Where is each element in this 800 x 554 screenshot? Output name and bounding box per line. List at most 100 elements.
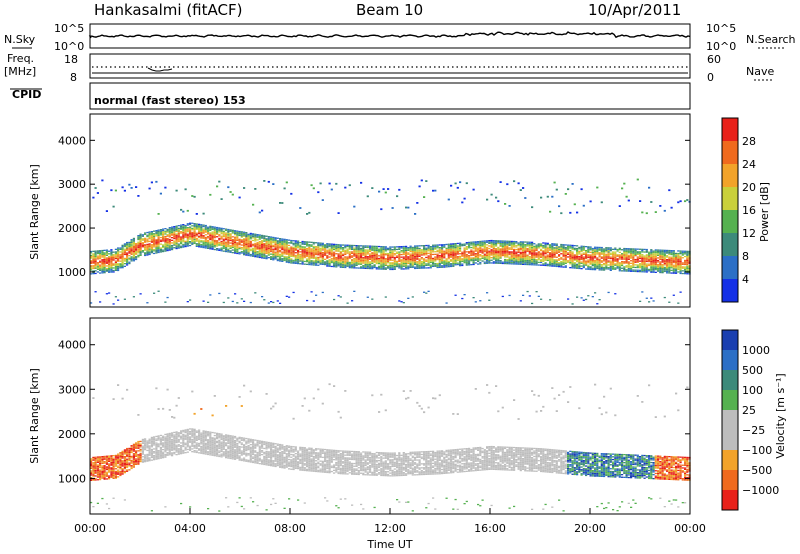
power-cell-645 [180, 243, 183, 245]
power-cell-405 [146, 243, 149, 246]
power-cell-1580 [306, 243, 309, 246]
power-cell-542 [164, 231, 167, 234]
power-cell-4030 [645, 255, 648, 257]
velocity-cell-311 [130, 445, 133, 447]
power-cell-3187 [526, 249, 529, 251]
power-cell-1852 [344, 264, 347, 266]
power-cell-3197 [528, 260, 531, 262]
power-cell-1546 [301, 251, 304, 253]
velocity-cell-251 [123, 470, 126, 472]
power-cell-2572 [443, 261, 446, 263]
power-cell-1136 [247, 250, 250, 253]
power-cell-2997 [501, 244, 504, 246]
power-cell-1619 [310, 291, 313, 293]
power-cell-2298 [405, 259, 408, 261]
power-cell-4154 [661, 250, 664, 253]
power-cell-1753 [330, 257, 333, 260]
power-cell-2016 [366, 266, 369, 268]
power-cell-3146 [522, 255, 525, 258]
power-cell-3933 [632, 257, 635, 259]
power-cell-2248 [398, 257, 401, 260]
power-cell-2883 [486, 241, 489, 243]
power-cell-1694 [321, 254, 324, 256]
power-cell-3112 [517, 254, 520, 256]
power-cell-959 [222, 238, 225, 240]
power-cell-3064 [510, 251, 513, 253]
power-cell-223 [119, 247, 122, 249]
power-cell-409 [146, 235, 149, 238]
power-cell-346 [137, 245, 140, 247]
power-cell-486 [157, 243, 160, 246]
power-cell-3868 [623, 254, 626, 256]
power-cell-1885 [348, 263, 351, 265]
power-cell-2503 [432, 247, 435, 249]
power-cell-3730 [603, 266, 606, 269]
power-cell-2975 [499, 254, 502, 257]
power-cell-904 [213, 226, 216, 228]
power-cell-255 [123, 243, 126, 245]
power-cell-1043 [234, 238, 237, 240]
power-cell-3251 [535, 260, 538, 262]
power-cell-3552 [578, 263, 581, 266]
power-cell-1906 [351, 255, 354, 257]
power-cell-2817 [477, 250, 480, 252]
power-cell-1719 [326, 264, 329, 266]
power-cell-1899 [351, 265, 354, 268]
power-cell-1520 [297, 243, 300, 245]
power-cell-1320 [270, 301, 273, 303]
power-cell-4099 [654, 257, 657, 259]
power-cell-1551 [301, 243, 304, 245]
power-cell-1355 [276, 259, 279, 262]
power-cell-1367 [276, 242, 279, 245]
velocity-cell-116 [103, 455, 106, 458]
velocity-cell-512 [162, 454, 165, 456]
power-cell-2403 [418, 255, 421, 257]
power-cell-2494 [432, 263, 435, 265]
velocity-cell-508 [159, 437, 162, 439]
power-cell-366 [139, 240, 142, 242]
velocity-cell-478 [155, 387, 158, 390]
power-cell-4294 [679, 291, 682, 293]
power-cell-1019 [231, 246, 234, 249]
power-cell-1379 [279, 249, 282, 252]
power-cell-4145 [661, 264, 664, 266]
power-cell-2914 [490, 242, 493, 244]
power-cell-1282 [265, 240, 268, 243]
power-cell-3898 [627, 262, 630, 264]
power-cell-1132 [245, 232, 248, 234]
power-cell-1164 [249, 301, 252, 304]
power-cell-2582 [443, 244, 446, 246]
power-cell-1961 [357, 249, 360, 251]
power-cell-3123 [519, 260, 522, 263]
power-cell-3221 [531, 252, 534, 254]
velocity-cell-33 [92, 506, 95, 508]
velocity-cell-553 [166, 438, 169, 440]
power-cell-3061 [510, 255, 513, 257]
power-cell-720 [189, 229, 192, 231]
power-cell-2122 [380, 256, 383, 258]
power-cell-3346 [549, 254, 552, 256]
power-cell-2967 [497, 241, 500, 243]
power-cell-2475 [427, 290, 430, 292]
power-cell-3227 [531, 244, 534, 246]
power-cell-469 [155, 244, 158, 246]
power-cell-639 [177, 230, 180, 232]
power-cell-3040 [508, 260, 511, 262]
power-cell-1660 [317, 254, 320, 256]
power-cell-1444 [288, 260, 291, 262]
velocity-cell-29 [92, 459, 95, 461]
power-cell-1080 [238, 230, 241, 233]
power-cell-998 [227, 230, 230, 232]
power-cell-2560 [441, 253, 444, 255]
power-cell-2519 [434, 244, 437, 246]
power-cell-2605 [447, 254, 450, 256]
power-cell-1398 [281, 247, 284, 249]
power-cell-2264 [400, 261, 403, 264]
power-cell-2047 [369, 246, 372, 249]
power-cell-457 [153, 237, 156, 239]
power-cell-1875 [346, 252, 349, 254]
power-cell-3806 [614, 264, 617, 266]
power-cell-372 [139, 293, 142, 295]
power-cell-275 [128, 262, 131, 265]
velocity-cell-355 [137, 444, 140, 447]
